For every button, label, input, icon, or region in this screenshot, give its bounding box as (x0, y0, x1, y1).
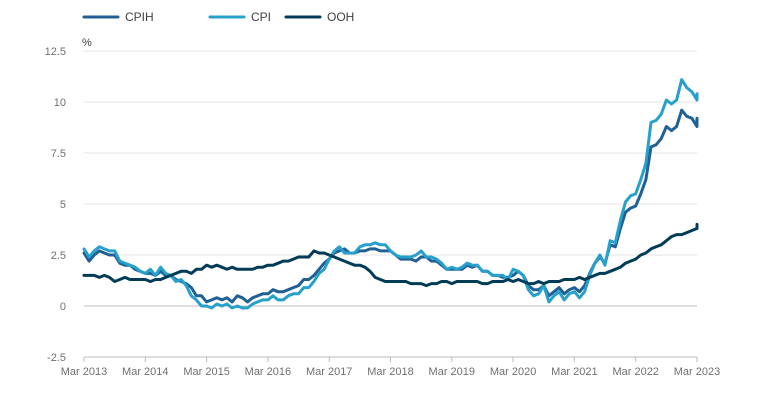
x-tick-label: Mar 2014 (122, 366, 168, 378)
series-line-cpi (82, 78, 699, 310)
x-tick-label: Mar 2021 (551, 366, 597, 378)
y-tick-label: 7.5 (51, 148, 66, 160)
legend-label: CPIH (125, 10, 154, 24)
y-tick-label: 5 (60, 199, 66, 211)
x-tick-label: Mar 2015 (183, 366, 229, 378)
gridlines (84, 50, 697, 358)
x-tick-label: Mar 2018 (367, 366, 413, 378)
x-axis: Mar 2013 Mar 2014 Mar 2015 Mar 2016 Mar 2017… (61, 356, 720, 378)
y-axis-unit-label: % (82, 37, 92, 49)
y-tick-label: 12.5 (45, 46, 66, 58)
legend-label: OOH (327, 10, 354, 24)
y-axis-ticks: -2.5 0 2.5 5 7.5 10 12.5 (45, 46, 66, 364)
y-tick-label: -2.5 (47, 352, 66, 364)
y-tick-label: 10 (54, 97, 66, 109)
series-lines (82, 78, 699, 310)
x-tick-label: Mar 2020 (490, 366, 536, 378)
y-tick-label: 2.5 (51, 250, 66, 262)
legend-item-cpi: CPI (208, 10, 271, 24)
x-tick-label: Mar 2023 (674, 366, 720, 378)
chart-legend: CPIH CPI OOH (82, 10, 354, 24)
x-tick-label: Mar 2022 (612, 366, 658, 378)
x-tick-label: Mar 2016 (245, 366, 291, 378)
x-tick-label: Mar 2013 (61, 366, 107, 378)
legend-item-ooh: OOH (284, 10, 354, 24)
x-tick-label: Mar 2017 (306, 366, 352, 378)
legend-label: CPI (251, 10, 271, 24)
y-tick-label: 0 (60, 301, 66, 313)
x-tick-label: Mar 2019 (429, 366, 475, 378)
series-line-ooh (82, 222, 699, 288)
legend-item-cpih: CPIH (82, 10, 154, 24)
